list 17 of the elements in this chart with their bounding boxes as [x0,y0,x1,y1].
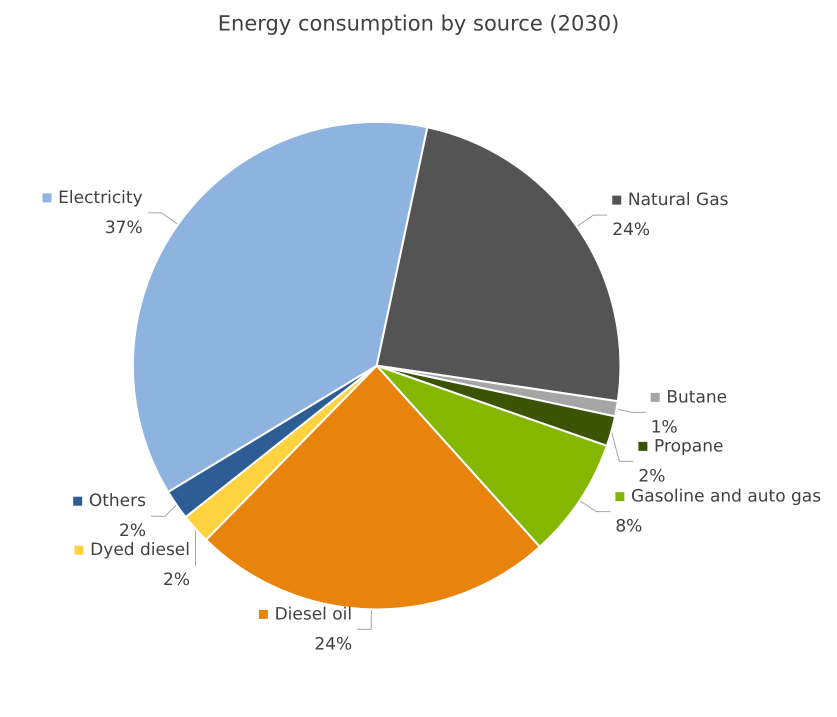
data-label: 24% [314,634,352,654]
data-label: 2% [119,521,146,542]
data-label: 2% [163,570,190,590]
data-label: 8% [615,516,642,537]
legend-label: Propane [654,436,724,456]
legend-label: Electricity [58,188,143,208]
legend-label: Dyed diesel [90,540,190,560]
legend-label: Butane [666,387,728,408]
data-label: 2% [638,466,666,486]
legend-label: Others [88,491,146,512]
legend-label: Diesel oil [274,604,352,624]
data-label: 37% [104,218,143,238]
data-label: 1% [650,417,678,438]
chart-title: Energy consumption by source (2030) [218,12,620,36]
legend-label: Natural Gas [628,190,729,210]
data-label: 24% [612,220,650,240]
legend-label: Gasoline and auto gas [631,486,822,507]
